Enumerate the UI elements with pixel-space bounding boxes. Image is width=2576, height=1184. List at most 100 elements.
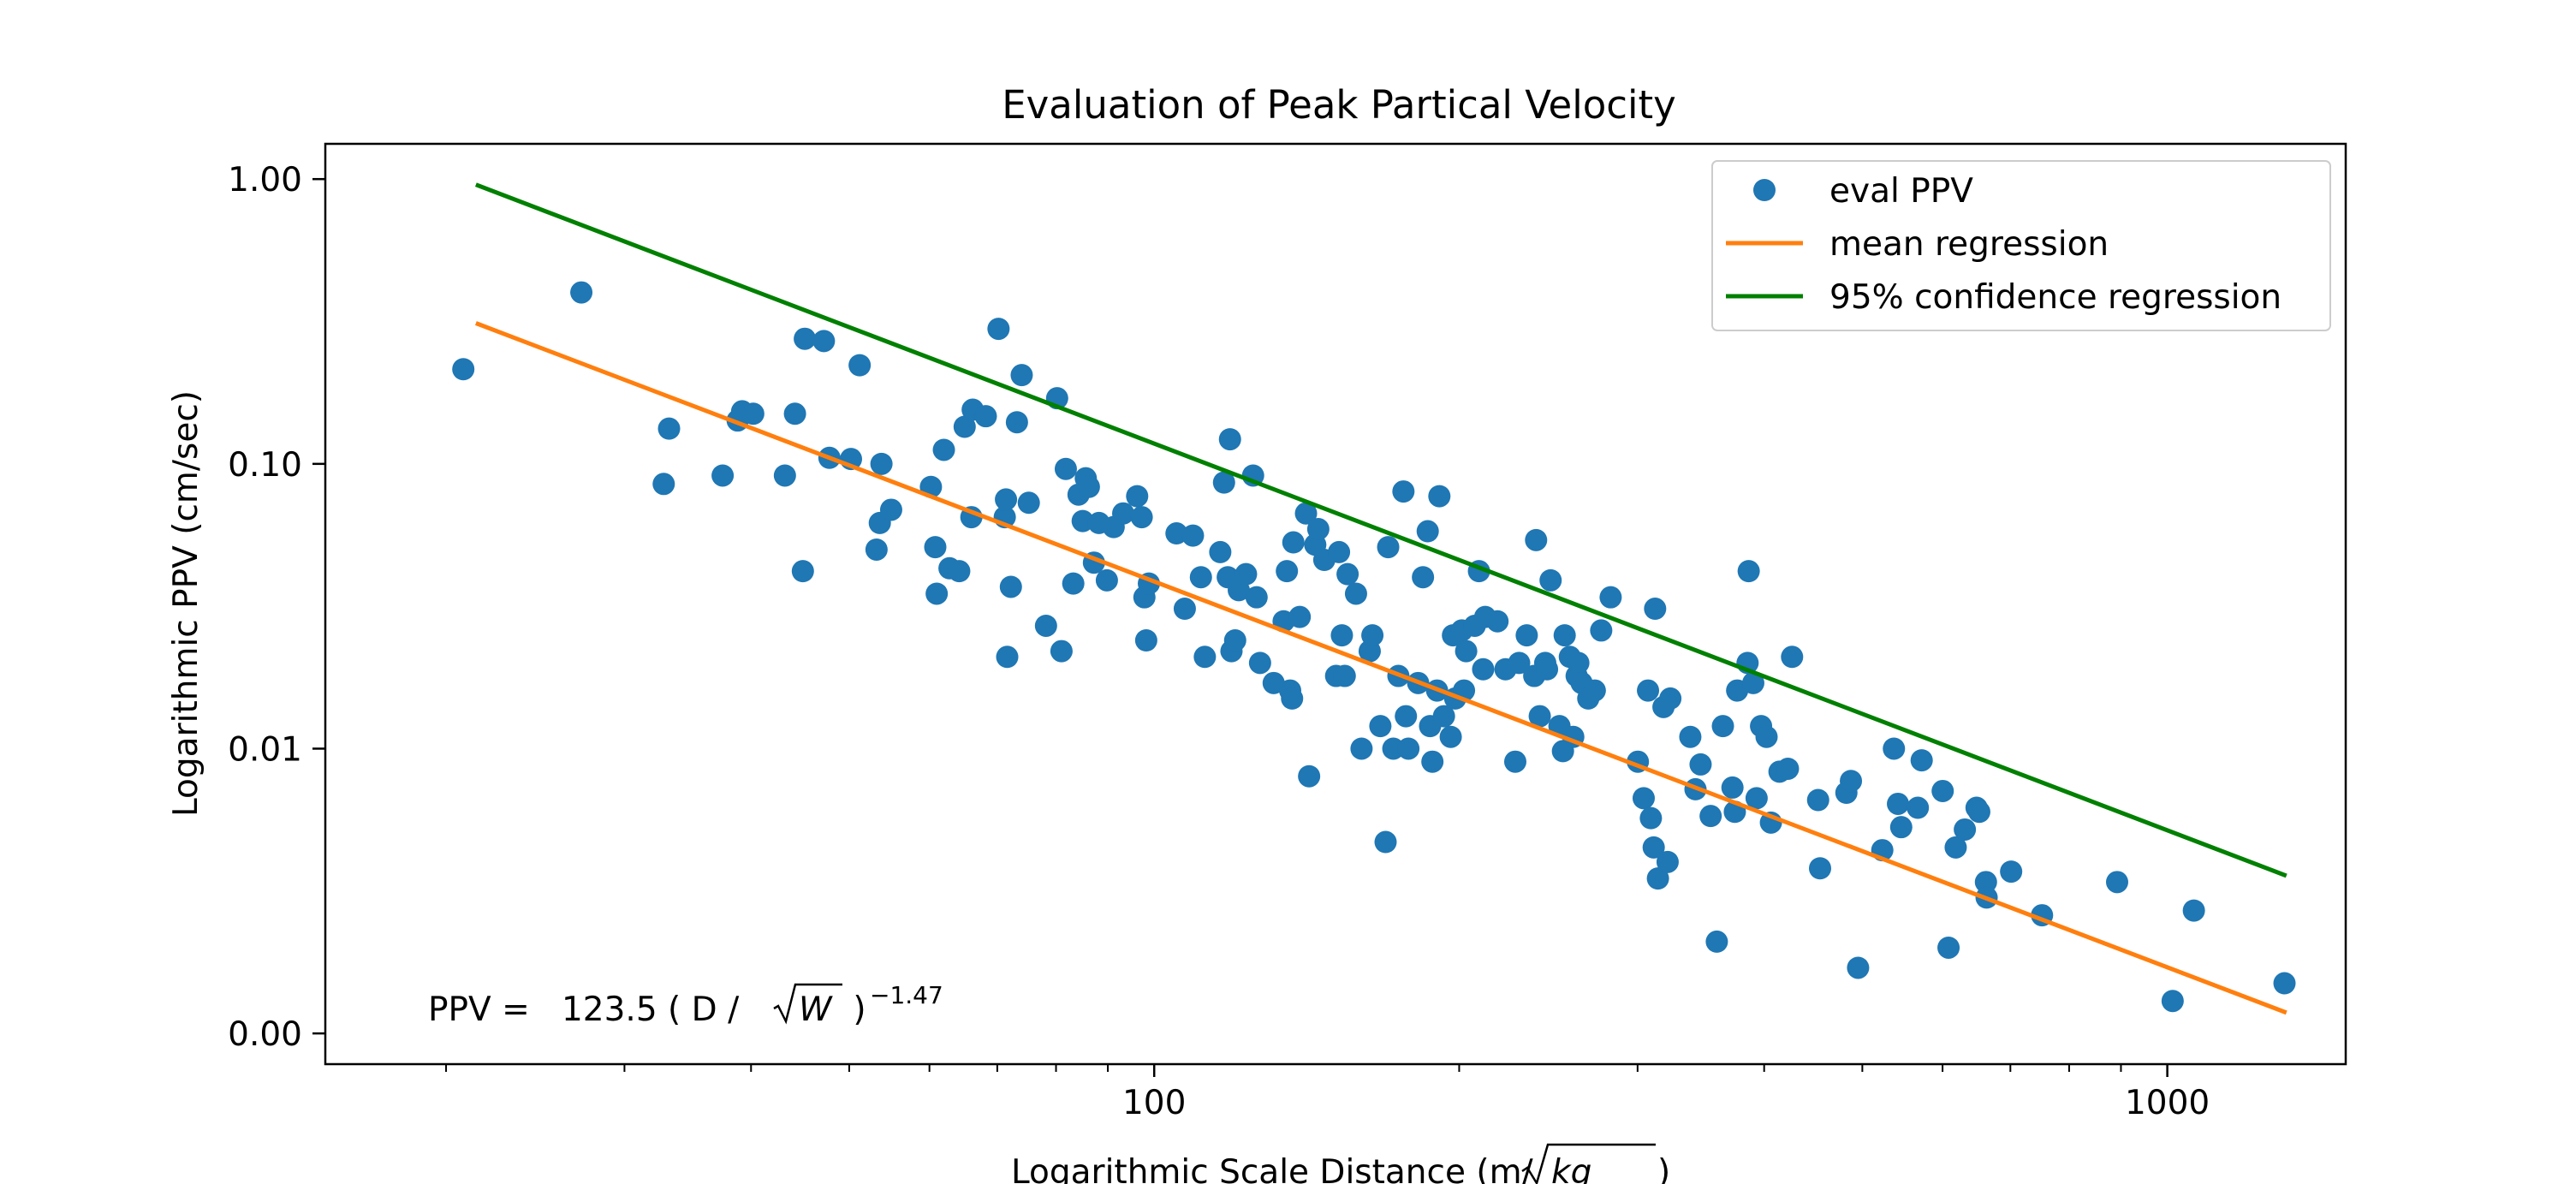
data-point — [1010, 364, 1033, 387]
x-axis: 100 1000 — [445, 1064, 2210, 1122]
data-point — [1333, 664, 1356, 687]
data-point — [1539, 568, 1562, 592]
data-point — [783, 402, 806, 425]
data-point — [1944, 836, 1967, 859]
data-point — [791, 560, 814, 583]
data-point — [1776, 757, 1800, 780]
data-point — [1209, 540, 1232, 563]
data-point — [1374, 830, 1397, 854]
data-point — [1428, 485, 1451, 508]
data-point — [1887, 792, 1910, 815]
data-point — [812, 330, 836, 353]
data-point — [1130, 506, 1153, 529]
x-axis-label: Logarithmic Scale Distance (m/ — [1011, 1153, 1534, 1184]
data-point — [452, 358, 475, 381]
data-point — [1536, 657, 1559, 681]
data-point — [1737, 560, 1760, 583]
series-line-1 — [474, 321, 2287, 1015]
data-point — [1395, 705, 1418, 728]
data-point — [570, 281, 593, 304]
data-point — [1062, 572, 1085, 595]
data-point — [2000, 860, 2023, 884]
data-point — [1721, 776, 1744, 799]
data-point — [1288, 605, 1312, 628]
data-point — [1298, 765, 1321, 788]
data-point — [1644, 598, 1667, 621]
data-point — [1910, 749, 1933, 772]
data-point — [1416, 520, 1439, 543]
data-point — [1245, 586, 1268, 609]
data-point — [1218, 428, 1241, 451]
data-point — [1306, 518, 1330, 541]
data-point — [1095, 568, 1118, 592]
data-point — [1189, 566, 1212, 589]
data-point — [1336, 562, 1359, 586]
legend-marker-swatch — [1753, 179, 1776, 201]
data-point — [1017, 491, 1040, 515]
data-point — [1472, 657, 1495, 681]
data-point — [953, 415, 976, 438]
data-point — [1954, 818, 1977, 841]
formula-sqrt-var: W — [799, 991, 833, 1029]
data-point — [1050, 640, 1073, 663]
data-point — [1077, 475, 1100, 498]
data-point — [1173, 598, 1196, 621]
formula-prefix: PPV = 123.5 ( D / — [428, 991, 750, 1029]
data-point — [1134, 628, 1157, 651]
data-point — [1847, 956, 1870, 979]
data-point — [1439, 725, 1462, 748]
data-point — [1907, 796, 1930, 819]
data-point — [1528, 705, 1551, 728]
data-point — [1193, 646, 1217, 669]
data-point — [1276, 560, 1299, 583]
data-point — [987, 318, 1010, 341]
y-tick-label: 1.00 — [228, 161, 302, 199]
data-point — [924, 536, 947, 559]
data-point — [1328, 540, 1351, 563]
data-point — [948, 560, 971, 583]
data-point — [2273, 972, 2296, 995]
x-axis-label-sqrt-var: kg — [1551, 1153, 1591, 1184]
data-point — [1806, 788, 1829, 812]
data-point — [1377, 536, 1400, 559]
data-point — [1646, 867, 1669, 890]
axes-frame — [324, 142, 2347, 1066]
data-point — [932, 438, 955, 461]
data-point — [1659, 687, 1682, 710]
data-point — [1330, 624, 1353, 647]
data-point — [657, 417, 681, 440]
data-point — [1412, 566, 1435, 589]
y-tick-label: 0.10 — [228, 446, 302, 485]
legend-label: mean regression — [1829, 225, 2109, 264]
y-axis-label: Logarithmic PPV (cm/sec) — [167, 390, 205, 817]
data-point — [974, 405, 997, 428]
data-point — [996, 646, 1019, 669]
series-line-2 — [474, 182, 2287, 878]
data-point — [1937, 936, 1960, 959]
data-point — [1711, 715, 1734, 738]
data-point — [1515, 624, 1538, 647]
x-axis-label-suffix: ) — [1657, 1153, 1670, 1184]
data-point — [1637, 679, 1660, 702]
plot-area — [452, 182, 2296, 1015]
data-point — [773, 464, 796, 487]
data-point — [1840, 770, 1863, 793]
data-point — [1397, 737, 1420, 760]
formula-close: ) — [842, 991, 866, 1029]
data-point — [1392, 480, 1415, 503]
data-point — [1808, 857, 1831, 880]
data-point — [1071, 509, 1094, 533]
data-point — [1054, 457, 1077, 480]
data-point — [1112, 502, 1135, 525]
x-tick-label: 100 — [1122, 1084, 1186, 1122]
formula-annotation: PPV = 123.5 ( D / W ) −1.47 — [428, 981, 943, 1029]
formula-sqrt-sign — [773, 983, 842, 1025]
data-point — [1361, 624, 1384, 647]
data-point — [1282, 531, 1305, 554]
data-point — [1699, 805, 1722, 828]
data-point — [1745, 787, 1768, 810]
data-point — [2161, 990, 2184, 1013]
data-point — [1689, 753, 1712, 776]
legend-label: 95% confidence regression — [1829, 278, 2282, 317]
